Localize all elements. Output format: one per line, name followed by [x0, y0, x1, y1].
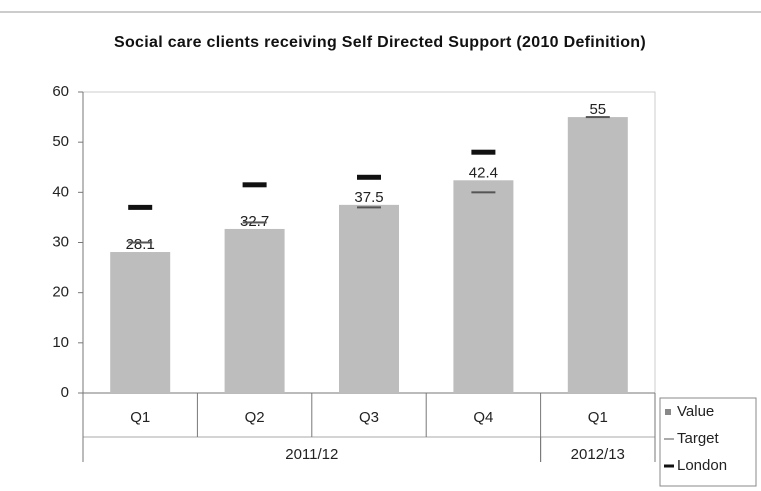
london-marker [357, 174, 381, 180]
bar [567, 117, 628, 393]
legend-swatch [664, 464, 674, 468]
group-label: 2011/12 [285, 446, 338, 463]
group-label: 2012/13 [571, 446, 625, 463]
value-label: 42.4 [469, 164, 498, 181]
y-tick-label: 50 [52, 133, 69, 150]
london-marker [128, 204, 153, 210]
target-marker [471, 191, 496, 194]
y-tick-label: 30 [52, 233, 69, 250]
chart-title: Social care clients receiving Self Direc… [114, 34, 646, 51]
y-tick-label: 10 [52, 334, 69, 351]
legend-label: Target [677, 430, 720, 447]
legend-label: Value [677, 403, 714, 420]
bar [453, 180, 514, 393]
value-label: 55 [589, 101, 606, 118]
y-tick-label: 20 [52, 284, 69, 301]
value-label: 28.1 [126, 236, 155, 253]
legend-swatch [664, 438, 674, 440]
value-label: 32.7 [240, 213, 269, 230]
target-marker [585, 116, 610, 119]
bar [339, 204, 399, 393]
x-tick-label: Q4 [473, 409, 493, 426]
x-tick-label: Q1 [588, 409, 608, 426]
legend-box [659, 397, 757, 487]
legend-swatch [665, 409, 671, 415]
y-tick-label: 40 [52, 183, 69, 200]
target-marker [357, 206, 381, 209]
x-tick-label: Q3 [359, 409, 379, 426]
x-tick-label: Q1 [130, 409, 150, 426]
london-marker [471, 149, 496, 155]
legend-label: London [677, 457, 727, 474]
london-marker [242, 182, 267, 188]
bar [224, 228, 285, 393]
value-label: 37.5 [354, 189, 383, 206]
bar [110, 252, 171, 393]
x-tick-label: Q2 [245, 409, 265, 426]
target-marker [242, 221, 267, 224]
target-marker [128, 241, 153, 244]
y-tick-label: 60 [52, 83, 69, 100]
y-tick-label: 0 [61, 384, 69, 401]
